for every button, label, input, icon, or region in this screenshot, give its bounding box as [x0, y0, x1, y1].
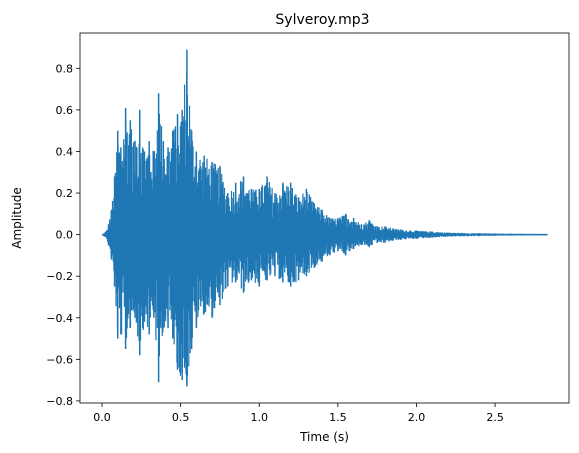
y-tick-label: −0.2 — [46, 270, 73, 283]
y-tick-label: −0.6 — [46, 353, 73, 366]
chart-title: Sylveroy.mp3 — [275, 12, 369, 28]
y-tick-label: 0.4 — [56, 145, 74, 158]
y-axis-ticks: −0.8 −0.6 −0.4 −0.2 0.0 0.2 0.4 0.6 0.8 — [46, 62, 80, 408]
x-tick-label: 2.0 — [408, 411, 426, 424]
plot-area — [102, 49, 548, 387]
x-axis-ticks: 0.0 0.5 1.0 1.5 2.0 2.5 — [93, 403, 504, 424]
x-tick-label: 0.5 — [172, 411, 190, 424]
x-tick-label: 1.5 — [329, 411, 347, 424]
x-tick-label: 2.5 — [486, 411, 504, 424]
y-tick-label: −0.4 — [46, 312, 73, 325]
y-tick-label: 0.2 — [56, 187, 74, 200]
x-tick-label: 0.0 — [93, 411, 111, 424]
y-tick-label: 0.6 — [56, 104, 74, 117]
y-tick-label: 0.8 — [56, 62, 74, 75]
axes-frame — [79, 32, 570, 404]
y-tick-label: 0.0 — [56, 229, 74, 242]
x-axis-label: Time (s) — [299, 430, 349, 444]
x-tick-label: 1.0 — [250, 411, 268, 424]
y-axis-label: Amplitude — [10, 187, 24, 249]
y-tick-label: −0.8 — [46, 395, 73, 408]
